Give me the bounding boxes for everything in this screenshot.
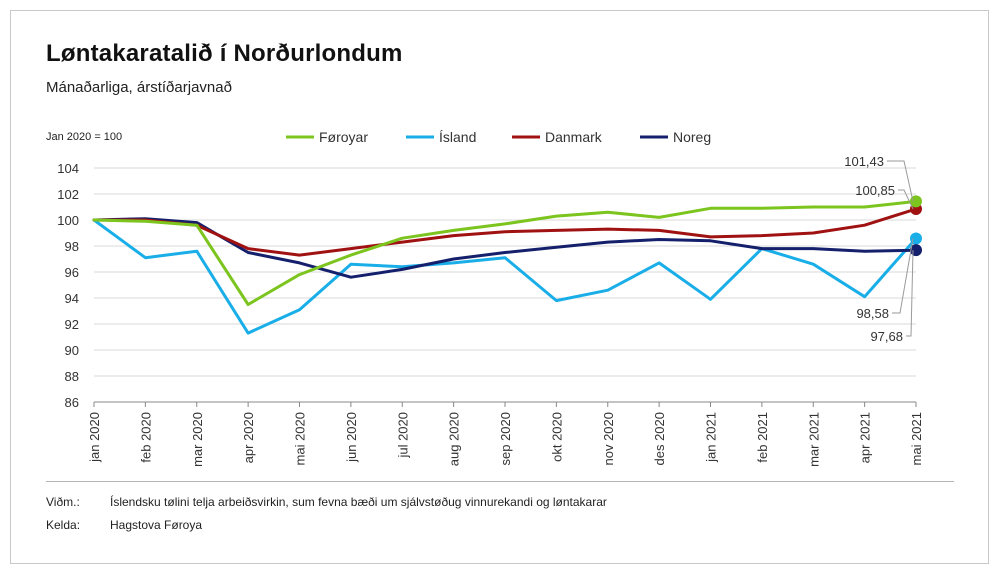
x-tick-label: feb 2021 <box>755 412 770 463</box>
data-label: 98,58 <box>856 306 889 321</box>
data-label: 100,85 <box>855 183 895 198</box>
x-tick-label: jan 2020 <box>87 412 102 463</box>
footer-divider <box>46 481 954 482</box>
y-tick-label: 96 <box>65 265 79 280</box>
annotation-leader <box>898 189 914 210</box>
source-text: Hagstova Føroya <box>110 518 203 532</box>
y-tick-label: 98 <box>65 239 79 254</box>
x-tick-label: jan 2021 <box>704 412 719 463</box>
x-tick-label: apr 2020 <box>241 412 256 463</box>
y-tick-label: 104 <box>57 161 79 176</box>
series-line <box>92 217 918 279</box>
x-tick-label: mai 2020 <box>293 412 308 465</box>
x-tick-label: mai 2021 <box>909 412 924 465</box>
data-label: 97,68 <box>870 329 903 344</box>
y-tick-label: 94 <box>65 291 79 306</box>
legend-label: Noreg <box>673 129 711 145</box>
x-tick-label: jun 2020 <box>344 412 359 463</box>
annotation-leader <box>892 238 914 314</box>
legend-item: Danmark <box>512 129 603 145</box>
x-tick-label: okt 2020 <box>549 412 564 462</box>
y-tick-label: 90 <box>65 343 79 358</box>
series-line <box>92 218 918 335</box>
source-label: Kelda: <box>46 518 81 532</box>
y-tick-label: 92 <box>65 317 79 332</box>
series-line <box>92 199 918 306</box>
x-tick-label: apr 2021 <box>858 412 873 463</box>
y-tick-label: 88 <box>65 369 79 384</box>
annotation-leader <box>887 160 914 202</box>
y-tick-label: 102 <box>57 187 79 202</box>
legend-item: Føroyar <box>286 129 368 145</box>
footnote-text: Íslendsku tølini telja arbeiðsvirkin, su… <box>110 495 607 509</box>
data-label: 101,43 <box>844 154 884 169</box>
legend-item: Ísland <box>406 129 476 145</box>
chart-subtitle: Mánaðarliga, árstíðarjavnað <box>46 79 232 96</box>
x-tick-label: nov 2020 <box>601 412 616 466</box>
chart-title: Løntakaratalið í Norðurlondum <box>46 40 403 67</box>
x-tick-label: sep 2020 <box>498 412 513 466</box>
y-tick-label: 100 <box>57 213 79 228</box>
x-tick-label: feb 2020 <box>138 412 153 463</box>
legend-label: Danmark <box>545 129 603 145</box>
legend-label: Føroyar <box>319 129 368 145</box>
index-base-note: Jan 2020 = 100 <box>46 131 123 143</box>
legend-item: Noreg <box>640 129 711 145</box>
legend-label: Ísland <box>439 129 476 145</box>
series-line <box>92 207 918 257</box>
chart-frame <box>10 10 989 564</box>
x-tick-label: mar 2021 <box>806 412 821 467</box>
end-point-marker <box>910 195 922 208</box>
x-tick-label: mar 2020 <box>190 412 205 467</box>
y-tick-label: 86 <box>65 395 79 410</box>
x-tick-label: jul 2020 <box>395 412 410 459</box>
footnote-label: Viðm.: <box>46 495 80 509</box>
annotation-leader <box>906 250 914 337</box>
x-tick-label: des 2020 <box>652 412 667 466</box>
end-point-marker <box>910 232 922 245</box>
x-tick-label: aug 2020 <box>447 412 462 466</box>
